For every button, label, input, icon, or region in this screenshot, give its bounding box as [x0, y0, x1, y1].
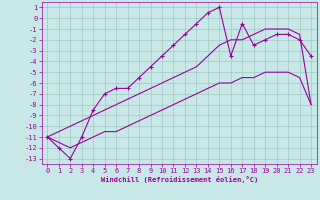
X-axis label: Windchill (Refroidissement éolien,°C): Windchill (Refroidissement éolien,°C): [100, 176, 258, 183]
